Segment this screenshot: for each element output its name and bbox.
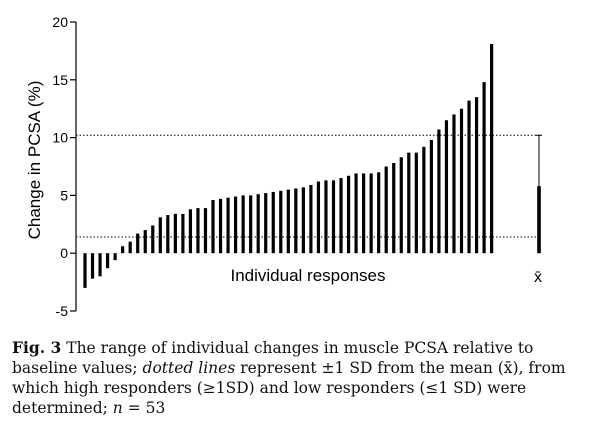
bar	[271, 191, 275, 254]
bar	[459, 108, 464, 254]
y-tick-label: 5	[60, 187, 68, 203]
bar	[399, 157, 403, 254]
bar	[181, 213, 185, 254]
mean-label: x̄	[534, 269, 542, 286]
reference-lines-layer	[76, 134, 540, 238]
bar	[316, 181, 321, 254]
bar	[384, 166, 388, 254]
bar	[437, 129, 441, 254]
bar	[151, 225, 155, 254]
caption-label: Fig. 3	[12, 338, 62, 357]
bar	[98, 253, 102, 277]
bar	[369, 173, 373, 254]
bar	[211, 200, 215, 254]
bar	[105, 253, 110, 269]
bar	[407, 152, 411, 254]
bar	[241, 195, 245, 254]
bar	[121, 246, 125, 254]
caption-n-value: = 53	[122, 399, 166, 417]
bar	[339, 178, 343, 254]
bar	[482, 82, 486, 254]
caption-text-2: represent ±1 SD from the mean (x̄), from…	[12, 359, 566, 417]
bar	[474, 97, 479, 254]
bar	[377, 172, 381, 254]
bar	[158, 217, 162, 254]
bar	[324, 180, 328, 254]
bar	[286, 189, 290, 254]
bar	[166, 215, 170, 254]
figure-caption: Fig. 3 The range of individual changes i…	[12, 338, 584, 418]
caption-text-1: The range of individual changes in muscl…	[12, 339, 534, 377]
bar	[444, 120, 449, 254]
bar	[294, 188, 298, 254]
bar	[301, 187, 305, 254]
bar	[128, 241, 132, 254]
y-tick-label: 15	[52, 72, 68, 88]
bar	[90, 253, 95, 279]
y-axis-label: Change in PCSA (%)	[25, 81, 44, 240]
bar	[264, 193, 268, 254]
bar	[309, 184, 313, 254]
bar	[113, 253, 117, 261]
bar	[346, 175, 351, 254]
bar	[362, 173, 366, 254]
bar	[136, 233, 140, 254]
bar	[249, 195, 253, 254]
x-axis-label: Individual responses	[231, 266, 386, 285]
bar	[331, 180, 336, 254]
bar	[490, 43, 494, 254]
bar	[196, 208, 200, 254]
axis-layer: -5 0 5 10 15 20	[52, 14, 77, 319]
mean-layer	[536, 134, 542, 254]
bar	[452, 114, 456, 254]
caption-n-variable: n	[112, 399, 123, 417]
bar	[226, 197, 230, 254]
bar	[467, 100, 471, 254]
bar	[173, 213, 177, 254]
bar	[203, 208, 208, 254]
y-tick-label: -5	[56, 303, 69, 319]
bar	[279, 190, 283, 254]
bar	[414, 152, 418, 254]
bars-layer	[83, 43, 494, 288]
bar	[429, 139, 433, 254]
caption-italic: dotted lines	[142, 359, 236, 377]
bar	[422, 146, 426, 254]
y-tick-label: 0	[60, 245, 68, 261]
bar	[218, 198, 223, 254]
bar	[256, 194, 260, 254]
bar	[143, 230, 147, 254]
bar	[188, 209, 193, 254]
bar-chart: -5 0 5 10 15 20 Change in PCSA (%) Individual…	[25, 14, 542, 319]
bar	[234, 196, 238, 254]
y-tick-label: 20	[52, 14, 68, 30]
bar	[83, 253, 87, 288]
y-tick-label: 10	[52, 130, 68, 146]
bar	[392, 163, 396, 254]
bar	[354, 173, 358, 254]
